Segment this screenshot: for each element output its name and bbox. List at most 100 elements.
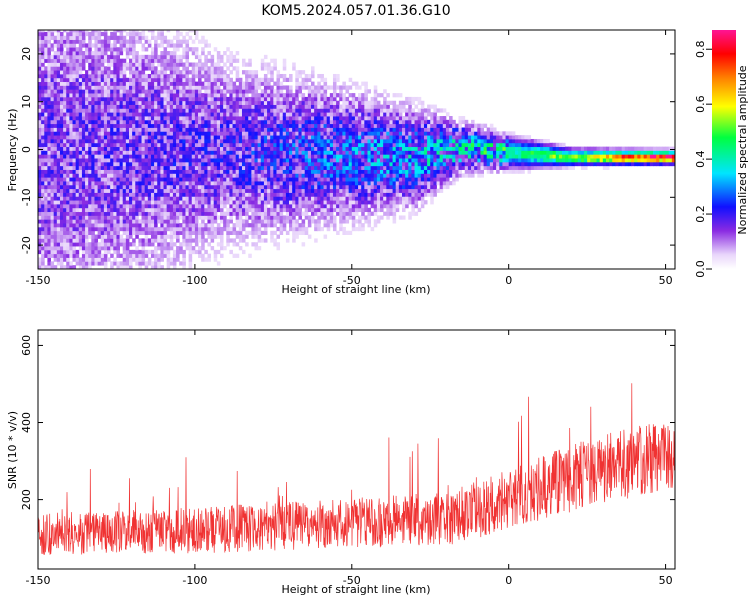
spectrogram-cell — [229, 116, 233, 121]
spectrogram-cell — [144, 81, 149, 86]
spectrogram-cell — [122, 127, 127, 132]
spectrogram-cell — [119, 112, 124, 117]
spectrogram-cell — [248, 77, 252, 83]
spectrogram-cell — [147, 30, 152, 33]
spectrogram-cell — [72, 169, 77, 174]
spectrogram-cell — [273, 66, 277, 71]
spectrogram-cell — [223, 165, 227, 170]
spectrogram-cell — [201, 35, 205, 40]
spectrogram-cell — [198, 131, 202, 136]
spectrogram-cell — [311, 146, 315, 151]
spectrogram-cell — [185, 246, 190, 251]
spectrogram-cell — [78, 35, 83, 40]
spectrogram-cell — [198, 207, 202, 213]
spectrogram-cell — [72, 184, 77, 190]
spectrogram-cell — [329, 135, 334, 140]
spectrogram-cell — [276, 196, 281, 201]
spectrogram-cell — [47, 158, 51, 163]
spectrogram-cell — [201, 161, 205, 167]
spectrogram-cell — [91, 257, 95, 262]
spectrogram-cell — [226, 234, 230, 239]
spectrogram-cell — [107, 123, 111, 128]
spectrogram-cell — [113, 142, 117, 148]
spectrogram-cell — [59, 93, 64, 98]
spectrogram-cell — [201, 135, 205, 140]
spectrogram-cell — [75, 211, 80, 216]
spectrogram-cell — [176, 173, 180, 178]
spectrogram-cell — [185, 230, 190, 235]
spectrogram-cell — [110, 200, 114, 205]
spectrogram-cell — [169, 77, 174, 83]
spectrogram-cell — [150, 70, 155, 75]
spectrogram-cell — [251, 96, 255, 102]
spectrogram-cell — [232, 127, 237, 132]
spectrogram-cell — [194, 200, 199, 205]
spectrogram-cell — [238, 146, 243, 151]
spectrogram-cell — [166, 181, 171, 186]
spectrogram-cell — [69, 215, 73, 220]
spectrogram-cell — [207, 112, 211, 117]
spectrogram-cell — [160, 173, 164, 178]
spectrogram-cell — [125, 165, 130, 170]
spectrogram-cell — [113, 150, 117, 155]
spectrogram-cell — [129, 77, 133, 83]
spectrogram-cell — [257, 116, 262, 121]
spectrogram-cell — [163, 188, 168, 193]
spectrogram-cell — [44, 207, 48, 213]
spectrogram-cell — [97, 43, 102, 48]
spectrogram-cell — [110, 173, 114, 178]
spectrogram-cell — [69, 51, 73, 56]
spectrogram-cell — [144, 35, 149, 40]
spectrogram-cell — [59, 96, 64, 102]
spectrogram-cell — [100, 51, 105, 56]
spectrogram-cell — [339, 154, 343, 159]
spectrogram-cell — [78, 219, 83, 224]
spectrogram-cell — [125, 150, 130, 155]
spectrogram-cell — [141, 184, 146, 190]
spectrogram-cell — [100, 54, 105, 60]
spectrogram-cell — [138, 54, 142, 60]
spectrogram-cell — [94, 127, 99, 132]
spectrogram-cell — [220, 234, 224, 239]
spectrogram-cell — [141, 93, 146, 98]
spectrogram-cell — [47, 200, 51, 205]
spectrogram-cell — [91, 203, 95, 209]
spectrogram-cell — [135, 142, 139, 148]
spectrogram-cell — [72, 265, 77, 269]
spectrogram-cell — [41, 100, 45, 105]
spectrogram-cell — [179, 131, 183, 136]
spectrogram-cell — [292, 226, 296, 232]
spectrogram-cell — [81, 223, 86, 228]
spectrogram-cell — [119, 261, 124, 266]
spectrogram-cell — [179, 112, 183, 117]
spectrogram-cell — [245, 104, 249, 109]
spectrogram-cell — [103, 219, 108, 224]
spectrogram-cell — [169, 211, 174, 216]
spectrogram-cell — [56, 169, 61, 174]
spectrogram-cell — [188, 62, 193, 67]
spectrogram-cell — [163, 142, 168, 148]
spectrogram-cell — [179, 246, 183, 251]
spectrogram-cell — [44, 211, 48, 216]
spectrogram-cell — [144, 62, 149, 67]
spectrogram-cell — [147, 100, 152, 105]
spectrogram-cell — [332, 154, 337, 159]
spectrogram-cell — [53, 158, 58, 163]
spectrogram-cell — [201, 238, 205, 243]
spectrogram-cell — [122, 177, 127, 182]
spectrogram-cell — [311, 70, 315, 75]
spectrogram-cell — [172, 196, 177, 201]
spectrogram-cell — [232, 154, 237, 159]
spectrogram-cell — [263, 77, 268, 83]
spectrogram-cell — [176, 39, 180, 44]
spectrogram-cell — [276, 77, 281, 83]
spectrogram-cell — [311, 93, 315, 98]
spectrogram-cell — [100, 108, 105, 113]
spectrogram-cell — [191, 135, 196, 140]
spectrogram-cell — [226, 116, 230, 121]
spectrogram-cell — [119, 207, 124, 213]
spectrogram-cell — [235, 165, 240, 170]
spectrogram-cell — [44, 123, 48, 128]
spectrogram-cell — [97, 93, 102, 98]
spectrogram-cell — [150, 81, 155, 86]
